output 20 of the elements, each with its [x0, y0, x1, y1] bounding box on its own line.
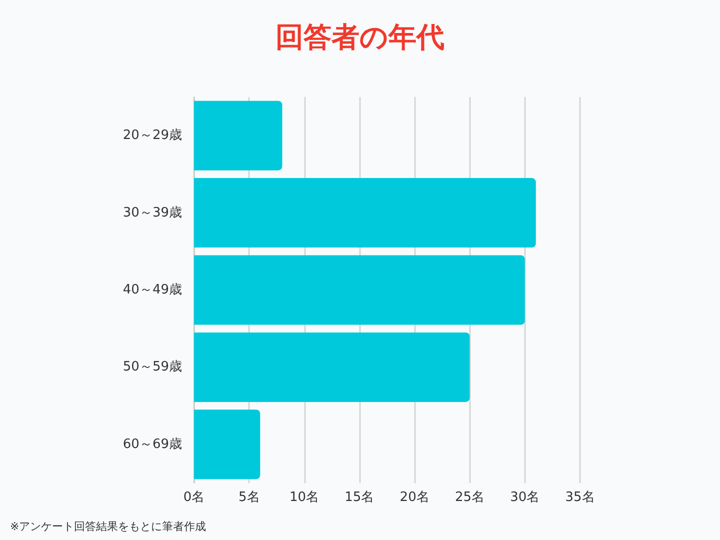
bar [194, 100, 282, 170]
y-tick-label: 50～59歳 [122, 360, 182, 375]
x-tick-label: 25名 [454, 490, 484, 505]
bar [194, 178, 536, 248]
bar [194, 410, 260, 480]
x-tick-label: 5名 [238, 490, 260, 505]
y-tick-label: 30～39歳 [122, 205, 182, 220]
bar [194, 255, 525, 325]
x-tick-label: 35名 [565, 490, 595, 505]
x-tick-label: 30名 [510, 490, 540, 505]
y-tick-label: 60～69歳 [122, 436, 182, 452]
x-tick-label: 15名 [344, 490, 374, 505]
y-tick-label: 40～49歳 [122, 282, 182, 298]
chart-title: 回答者の年代 [276, 20, 444, 54]
x-tick-label: 10名 [290, 490, 320, 505]
text: ※アンケート回答結果をもとに筆者作成 [10, 520, 206, 533]
bar [194, 332, 470, 402]
x-tick-label: 20名 [400, 490, 430, 505]
x-tick-label: 0名 [183, 490, 205, 505]
y-tick-label: 20～29歳 [122, 128, 182, 144]
